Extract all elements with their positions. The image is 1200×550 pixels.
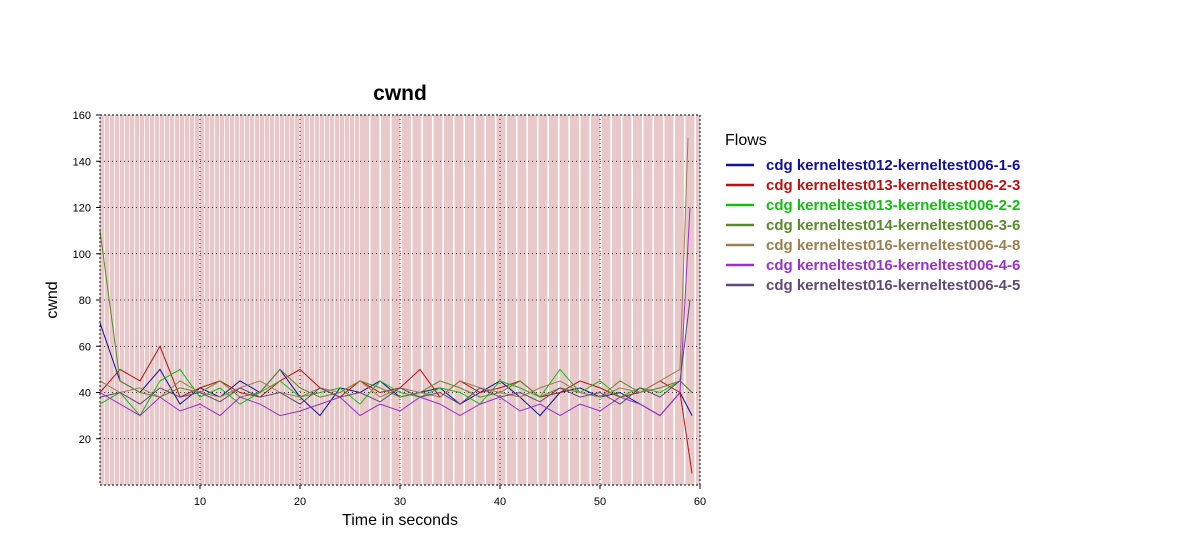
background-band [140,115,145,485]
background-band [507,115,516,485]
background-band [115,115,120,485]
background-band [165,115,170,485]
background-band [180,115,185,485]
y-tick-label: 140 [73,156,91,168]
background-band [475,115,485,485]
x-axis-label: Time in seconds [342,512,458,529]
background-band [633,115,642,485]
x-tick-label: 50 [594,496,606,508]
background-band [601,115,611,485]
background-band [265,115,270,485]
background-band [465,115,474,485]
background-band [549,115,558,485]
background-band [675,115,684,485]
y-tick-label: 60 [79,341,91,353]
background-band [643,115,653,485]
background-band [591,115,600,485]
background-band [381,115,390,485]
legend: Flows cdg kerneltest012-kerneltest006-1-… [725,132,1020,294]
background-band [215,115,220,485]
y-tick-label: 80 [79,295,91,307]
background-band [345,115,350,485]
background-band [160,115,165,485]
background-band [570,115,579,485]
background-band [423,115,432,485]
y-axis: 20 40 60 80 100 120 140 160 [73,110,100,446]
y-tick-label: 160 [73,110,91,122]
background-band [275,115,280,485]
background-band [100,115,105,485]
background-band [355,115,360,485]
background-band [538,115,548,485]
background-band [402,115,411,485]
series-line [99,368,693,417]
x-tick-label: 30 [394,496,406,508]
x-tick-label: 60 [694,496,706,508]
background-band [454,115,464,485]
legend-entry: cdg kerneltest014-kerneltest006-3-6 [766,217,1020,234]
background-band [285,115,290,485]
background-band [696,115,700,485]
background-band [145,115,150,485]
x-tick-label: 10 [194,496,206,508]
legend-entry: cdg kerneltest016-kerneltest006-4-8 [766,237,1020,254]
background-band [325,115,330,485]
background-band [280,115,285,485]
series-line [99,207,691,417]
background-band [260,115,265,485]
series-lines [99,138,693,474]
legend-entry: cdg kerneltest016-kerneltest006-4-6 [766,257,1020,274]
background-band [335,115,340,485]
background-band [315,115,320,485]
background-band [195,115,200,485]
background-band [320,115,325,485]
chart-title: cwnd [373,82,427,105]
x-tick-label: 20 [294,496,306,508]
background-band [622,115,632,485]
background-band [155,115,160,485]
x-tick-label: 40 [494,496,506,508]
legend-entry: cdg kerneltest016-kerneltest006-4-5 [766,277,1020,294]
background-band [654,115,663,485]
background-band [175,115,180,485]
background-band [105,115,110,485]
background-band [300,115,305,485]
legend-entry: cdg kerneltest013-kerneltest006-2-2 [766,197,1020,214]
background-band [200,115,205,485]
background-band [559,115,569,485]
legend-title: Flows [725,132,767,149]
y-tick-label: 100 [73,249,91,261]
background-band [517,115,527,485]
background-band [205,115,210,485]
background-band [135,115,140,485]
y-tick-label: 20 [79,434,91,446]
series-line [99,299,691,405]
legend-entry: cdg kerneltest013-kerneltest006-2-3 [766,177,1020,194]
background-band [486,115,495,485]
background-band [240,115,245,485]
y-tick-label: 40 [79,388,91,400]
background-band [225,115,230,485]
background-band [340,115,345,485]
legend-entry: cdg kerneltest012-kerneltest006-1-6 [766,157,1020,174]
background-band [125,115,130,485]
background-band [295,115,300,485]
background-band [120,115,125,485]
x-axis: 10 20 30 40 50 60 [194,485,706,508]
background-band [433,115,443,485]
background-band [305,115,310,485]
background-band [220,115,225,485]
background-band [235,115,240,485]
y-axis-label: cwnd [44,281,61,318]
background-band [391,115,401,485]
background-band [370,115,380,485]
y-tick-label: 120 [73,203,91,215]
background-band [255,115,260,485]
background-band [245,115,250,485]
background-band [185,115,190,485]
